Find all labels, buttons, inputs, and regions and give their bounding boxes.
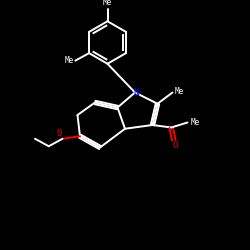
Text: Me: Me	[64, 56, 74, 65]
Text: N: N	[133, 88, 139, 98]
Text: Me: Me	[175, 87, 184, 96]
Text: Me: Me	[190, 118, 200, 127]
Text: Me: Me	[103, 0, 112, 7]
Text: O: O	[172, 141, 178, 150]
Text: O: O	[56, 129, 62, 138]
